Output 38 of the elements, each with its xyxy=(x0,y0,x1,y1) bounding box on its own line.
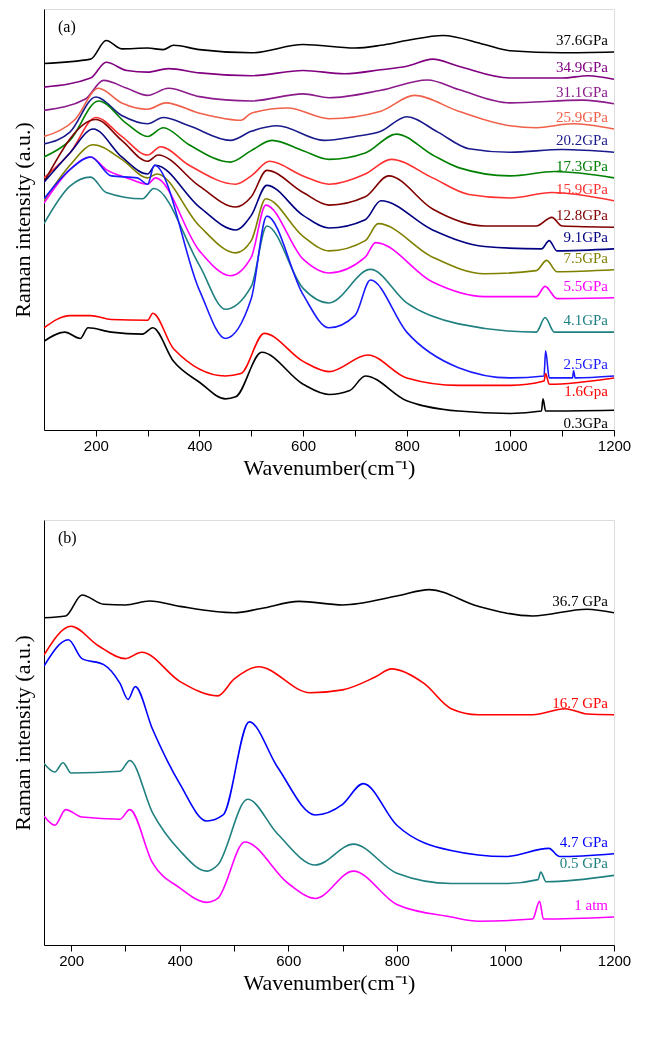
x-axis-title: Wavenumber(cm⁻¹) xyxy=(243,454,416,480)
chart-title: (b) xyxy=(58,529,77,547)
series-label: 16.7 GPa xyxy=(552,694,609,711)
x-tick-label: 800 xyxy=(394,436,420,454)
series-label: 36.7 GPa xyxy=(552,592,609,609)
series-label: 9.1GPa xyxy=(563,228,609,245)
x-tick-label: 600 xyxy=(291,436,317,454)
series-label: 0.5 GPa xyxy=(559,855,609,872)
x-tick-label: 600 xyxy=(276,951,302,969)
chart-title: (a) xyxy=(58,18,76,36)
x-tick-label: 200 xyxy=(83,436,109,454)
series-label: 4.7 GPa xyxy=(559,833,609,850)
series-label: 20.2GPa xyxy=(555,132,609,149)
series-label: 12.8GPa xyxy=(555,207,609,224)
series-label: 37.6GPa xyxy=(555,32,609,49)
series-label: 2.5GPa xyxy=(563,355,609,372)
x-tick-label: 1200 xyxy=(597,436,632,454)
x-tick-label: 1000 xyxy=(489,951,523,969)
x-tick-label: 1200 xyxy=(597,951,632,969)
series-label: 15.9GPa xyxy=(555,180,609,197)
series-label: 17.3GPa xyxy=(555,157,609,174)
series-label: 34.9GPa xyxy=(555,59,609,76)
series-label: 1 atm xyxy=(574,896,609,913)
x-tick-label: 800 xyxy=(384,951,410,969)
x-axis-title: Wavenumber(cm⁻¹) xyxy=(243,969,416,995)
y-axis-title: Raman intensity (a.u.) xyxy=(9,122,35,318)
series-label: 5.5GPa xyxy=(563,277,609,294)
y-axis-title: Raman intensity (a.u.) xyxy=(9,635,35,831)
series-label: 0.3GPa xyxy=(563,415,609,432)
series-label: 25.9GPa xyxy=(555,108,609,125)
series-label: 7.5GPa xyxy=(563,249,609,266)
series-label: 31.1GPa xyxy=(555,83,609,100)
series-label: 1.6Gpa xyxy=(564,382,609,399)
x-tick-label: 400 xyxy=(187,436,213,454)
x-tick-label: 400 xyxy=(167,951,193,969)
x-tick-label: 200 xyxy=(59,951,85,969)
series-label: 4.1GPa xyxy=(563,312,609,329)
x-tick-label: 1000 xyxy=(494,436,528,454)
